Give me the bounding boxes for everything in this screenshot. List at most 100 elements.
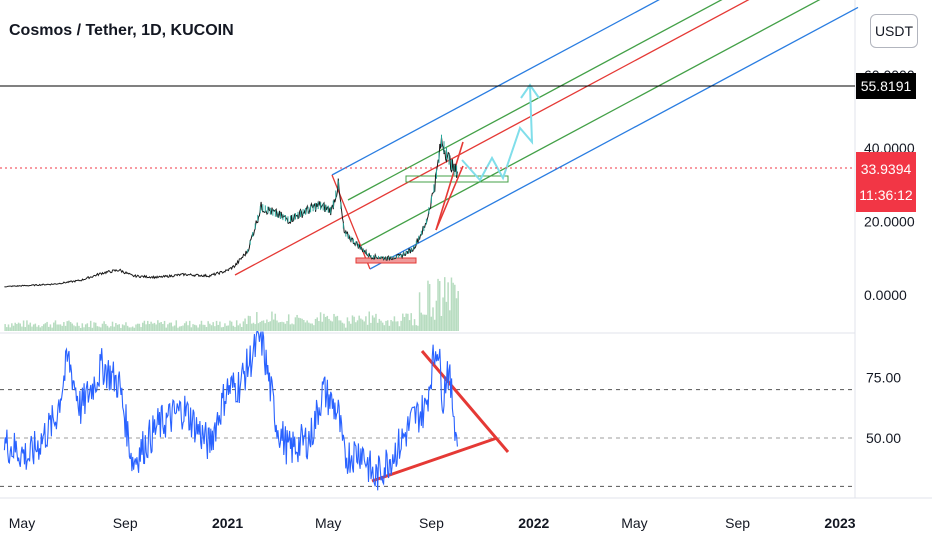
volume-bar	[395, 321, 397, 331]
volume-bar	[86, 323, 89, 331]
volume-bar	[113, 326, 115, 331]
volume-bar	[14, 322, 16, 331]
volume-bar	[126, 325, 129, 331]
volume-bar	[274, 313, 277, 331]
volume-bar	[21, 326, 23, 331]
current-price-value: 33.9394	[861, 161, 912, 177]
volume-bar	[408, 320, 411, 331]
volume-bar	[115, 323, 117, 331]
volume-bar	[360, 318, 362, 331]
volume-bar	[73, 325, 75, 331]
volume-bar	[348, 321, 350, 331]
volume-bar	[84, 324, 87, 331]
volume-bar	[224, 323, 226, 331]
volume-bar	[167, 324, 169, 331]
volume-bar	[244, 318, 246, 331]
volume-bar	[286, 320, 288, 331]
channel-median-line	[234, 0, 750, 276]
volume-bar	[16, 324, 18, 331]
volume-bar	[301, 318, 303, 331]
price-axis-tick-label: 0.0000	[864, 287, 907, 303]
volume-bar	[207, 321, 209, 331]
volume-bar	[120, 327, 122, 331]
volume-bar	[410, 313, 412, 331]
volume-bar	[334, 316, 337, 331]
volume-bar	[61, 325, 63, 331]
grid-layer	[0, 0, 932, 499]
volume-bar	[331, 321, 334, 331]
volume-bar	[242, 321, 245, 331]
volume-bar	[54, 320, 57, 331]
volume-bar	[155, 324, 157, 331]
volume-bar	[136, 323, 139, 331]
price-badge-layer: 55.8191 33.9394 11:36:12	[856, 73, 916, 212]
volume-bar	[449, 310, 451, 331]
volume-bar	[376, 322, 379, 331]
volume-bar	[71, 323, 73, 331]
volume-bar	[215, 320, 218, 331]
volume-bar	[420, 312, 423, 331]
currency-button[interactable]: USDT	[870, 14, 918, 48]
volume-bar	[252, 322, 255, 331]
volume-bar	[363, 321, 365, 331]
volume-bar	[261, 320, 263, 331]
volume-bar	[193, 324, 196, 331]
volume-bar	[370, 322, 372, 331]
volume-bar	[37, 325, 40, 331]
volume-bar	[353, 316, 355, 331]
volume-bar	[391, 321, 394, 331]
volume-bar	[457, 291, 459, 331]
volume-bar	[6, 327, 8, 331]
volume-bar	[158, 322, 161, 331]
volume-bar	[350, 323, 352, 331]
volume-bar	[183, 323, 186, 331]
volume-bar	[328, 318, 330, 331]
volume-bar	[358, 315, 360, 331]
volume-bar	[272, 319, 275, 331]
volume-bar	[200, 320, 203, 331]
volume-bar	[133, 327, 136, 331]
volume-bar	[373, 317, 376, 331]
volume-bar	[428, 284, 431, 331]
volume-bar	[58, 324, 60, 331]
volume-bar	[66, 321, 68, 331]
volume-bar	[235, 320, 238, 331]
volume-bar	[276, 320, 278, 331]
volume-bar	[356, 320, 359, 331]
rsi-axis-tick-label: 75.00	[866, 370, 901, 386]
volume-bar	[220, 327, 223, 331]
volume-bar	[287, 314, 290, 331]
volume-bar	[205, 326, 208, 331]
time-axis-tick-label: Sep	[113, 515, 138, 531]
volume-bar	[59, 324, 62, 331]
volume-bar	[27, 324, 30, 331]
volume-bar	[450, 277, 453, 331]
volume-bar	[366, 324, 369, 331]
volume-bar	[88, 326, 90, 331]
volume-bar	[199, 324, 201, 331]
horizontal-level-badge	[856, 73, 916, 99]
volume-bar	[76, 322, 79, 331]
volume-bar	[64, 325, 67, 331]
volume-bar	[96, 326, 99, 331]
volume-bar	[178, 326, 181, 331]
volume-bar	[277, 322, 280, 331]
volume-bar	[168, 322, 171, 331]
volume-bar	[264, 323, 266, 331]
volume-bar	[214, 326, 216, 331]
volume-bar	[4, 324, 6, 331]
volume-bar	[351, 315, 354, 331]
volume-bar	[321, 321, 324, 331]
volume-bar	[388, 325, 391, 331]
volume-bar	[195, 325, 198, 331]
volume-bar	[323, 313, 325, 331]
volume-bar	[131, 326, 134, 331]
volume-bar	[256, 312, 258, 331]
volume-bar	[269, 321, 271, 331]
volume-bar	[163, 320, 166, 331]
volume-bar	[81, 323, 84, 331]
volume-bar	[116, 324, 119, 331]
volume-bar	[338, 320, 340, 331]
volume-bar	[173, 325, 176, 331]
volume-bar	[259, 321, 261, 331]
